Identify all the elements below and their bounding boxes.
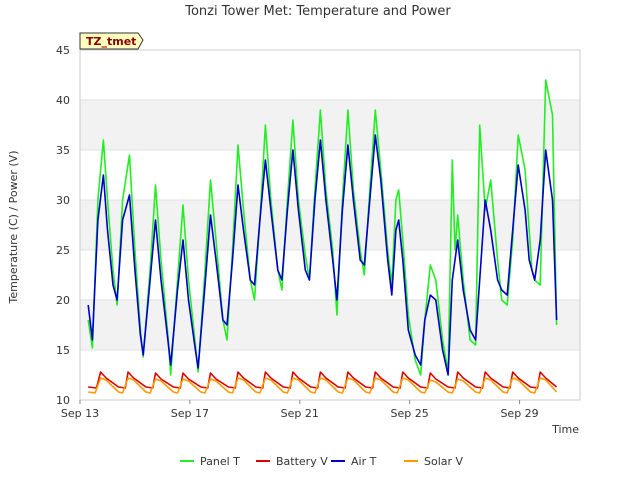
legend-item-battery-v: Battery V xyxy=(256,455,328,468)
y-axis-ticks: 10 15 20 25 30 35 40 45 xyxy=(56,44,70,407)
legend-label: Battery V xyxy=(276,455,328,468)
legend-label: Panel T xyxy=(200,455,240,468)
grid-band xyxy=(80,300,580,350)
legend-label: Solar V xyxy=(424,455,464,468)
y-tick-label: 30 xyxy=(56,194,70,207)
y-tick-label: 40 xyxy=(56,94,70,107)
y-tick-label: 25 xyxy=(56,244,70,257)
y-tick-label: 35 xyxy=(56,144,70,157)
grid-band xyxy=(80,100,580,150)
x-tick-label: Sep 17 xyxy=(171,407,209,420)
y-axis-label: Temperature (C) / Power (V) xyxy=(7,150,20,304)
y-tick-label: 45 xyxy=(56,44,70,57)
legend-item-panel-t: Panel T xyxy=(180,455,240,468)
chart-title: Tonzi Tower Met: Temperature and Power xyxy=(184,4,451,19)
x-tick-label: Sep 13 xyxy=(61,407,99,420)
y-tick-label: 15 xyxy=(56,344,70,357)
series-line-air-t xyxy=(87,134,558,376)
legend-item-air-t: Air T xyxy=(331,455,377,468)
x-tick-label: Sep 21 xyxy=(281,407,319,420)
series-line-panel-t xyxy=(87,79,558,376)
legend-item-solar-v: Solar V xyxy=(404,455,464,468)
x-tick-label: Sep 25 xyxy=(391,407,429,420)
series-lines xyxy=(87,79,558,394)
legend: Panel T Battery V Air T Solar V xyxy=(180,455,464,468)
legend-label: Air T xyxy=(351,455,377,468)
plot-area xyxy=(79,49,581,401)
series-line-solar-v xyxy=(88,377,558,394)
y-tick-label: 20 xyxy=(56,294,70,307)
series-line-battery-v xyxy=(88,371,558,389)
badge-box xyxy=(79,32,144,50)
y-tick-label: 10 xyxy=(56,394,70,407)
badge-label: TZ_tmet xyxy=(86,35,136,48)
x-axis-ticks: Sep 13 Sep 17 Sep 21 Sep 25 Sep 29 xyxy=(61,400,539,420)
badge: TZ_tmet xyxy=(79,32,144,50)
x-axis-label: Time xyxy=(551,423,579,436)
x-tick-label: Sep 29 xyxy=(500,407,538,420)
